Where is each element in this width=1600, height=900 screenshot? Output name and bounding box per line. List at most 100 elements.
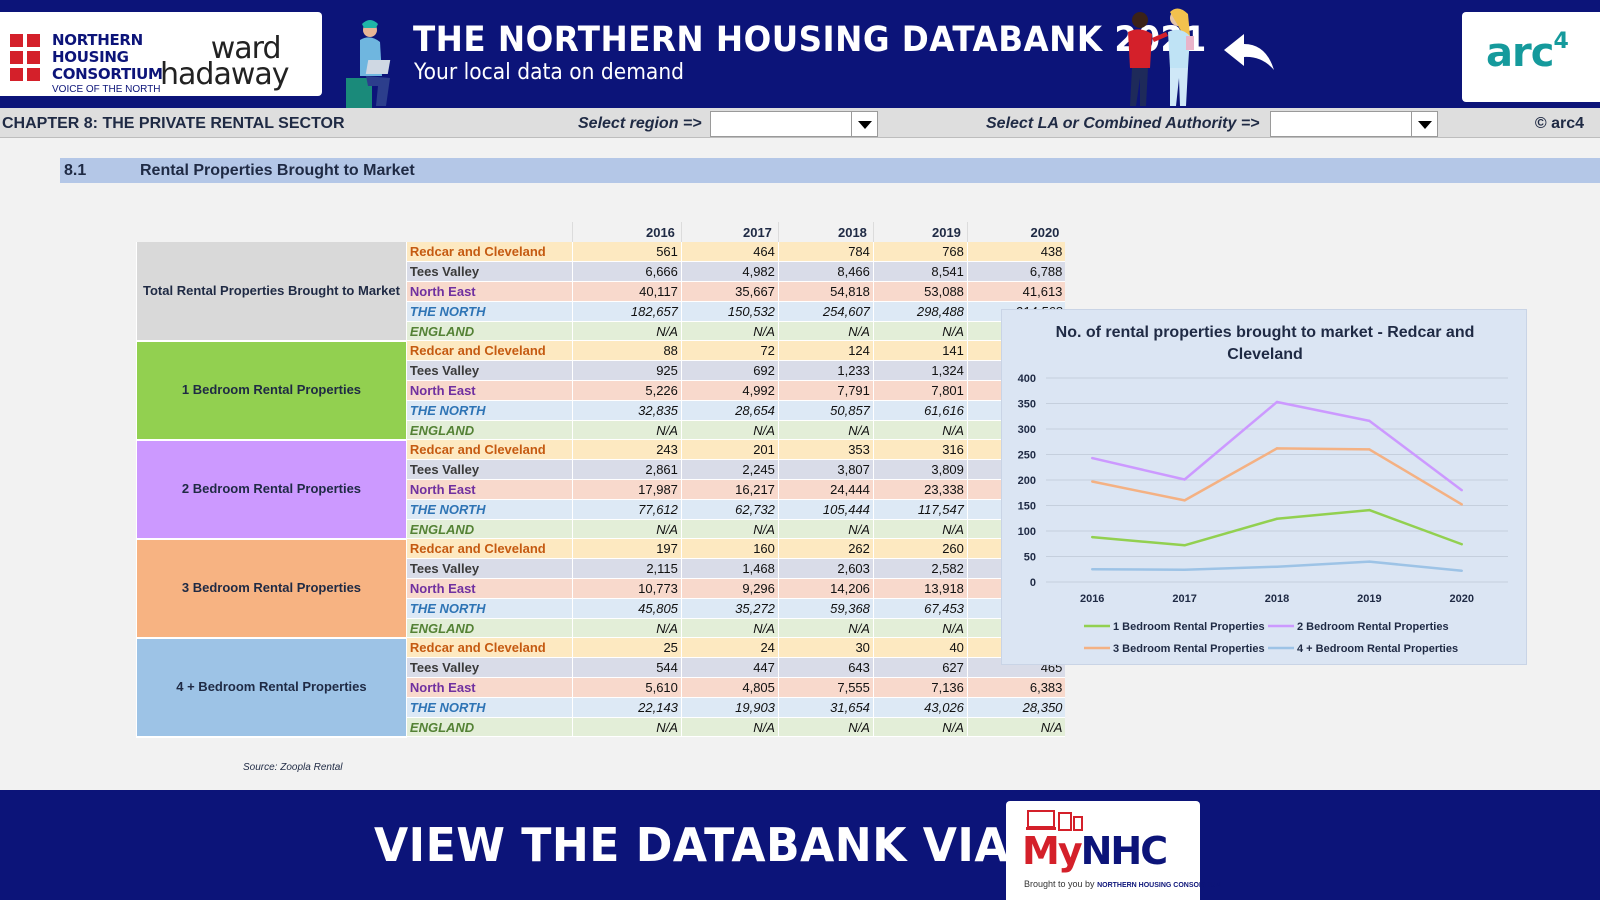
group-label: 4 + Bedroom Rental Properties bbox=[136, 637, 407, 738]
table-header-row: 2016 2017 2018 2019 2020 bbox=[137, 222, 1066, 242]
area-label: North East bbox=[405, 380, 573, 401]
banner-subtitle: Your local data on demand bbox=[414, 60, 685, 85]
person-at-laptop-illustration bbox=[346, 20, 391, 108]
two-people-talking-illustration bbox=[1128, 8, 1194, 106]
chart-title: No. of rental properties brought to mark… bbox=[1055, 324, 1475, 363]
year-header: 2016 bbox=[571, 222, 682, 242]
table-cell: N/A bbox=[777, 717, 874, 738]
table-cell: 254,607 bbox=[777, 301, 874, 322]
table-cell: 1,233 bbox=[777, 360, 874, 382]
data-point bbox=[1368, 419, 1371, 423]
chevron-down-icon[interactable] bbox=[851, 112, 877, 136]
legend-label: 1 Bedroom Rental Properties bbox=[1113, 621, 1265, 633]
table-cell: N/A bbox=[872, 717, 968, 738]
area-label: Redcar and Cleveland bbox=[405, 538, 573, 560]
table-cell: 30 bbox=[777, 637, 874, 659]
table-cell: 7,801 bbox=[872, 380, 968, 401]
region-select[interactable] bbox=[710, 111, 878, 137]
area-label: ENGLAND bbox=[405, 519, 573, 540]
group-label: Total Rental Properties Brought to Marke… bbox=[136, 242, 407, 342]
legend-label: 2 Bedroom Rental Properties bbox=[1297, 621, 1449, 633]
table-cell: N/A bbox=[680, 420, 779, 441]
area-label: Redcar and Cleveland bbox=[405, 439, 573, 461]
y-tick-label: 0 bbox=[1030, 577, 1036, 589]
back-arrow-icon[interactable] bbox=[1220, 30, 1278, 76]
table-cell: 45,805 bbox=[571, 598, 682, 619]
table-cell: N/A bbox=[777, 519, 874, 540]
table-cell: N/A bbox=[966, 717, 1066, 738]
data-point bbox=[1183, 544, 1186, 547]
series-line bbox=[1091, 447, 1463, 506]
table-cell: 2,861 bbox=[571, 459, 682, 481]
table-cell: 28,350 bbox=[966, 697, 1066, 718]
y-tick-label: 300 bbox=[1018, 424, 1036, 436]
table-cell: 353 bbox=[777, 439, 874, 461]
table-cell: 4,992 bbox=[680, 380, 779, 401]
area-label: THE NORTH bbox=[405, 400, 573, 421]
region-select-label: Select region => bbox=[578, 115, 702, 132]
banner-title: THE NORTHERN HOUSING DATABANK 2021 bbox=[413, 20, 1207, 60]
x-tick-label: 2017 bbox=[1172, 593, 1196, 605]
table-cell: 8,541 bbox=[872, 261, 968, 283]
group-label: 2 Bedroom Rental Properties bbox=[136, 439, 407, 540]
section-title: Rental Properties Brought to Market bbox=[140, 162, 415, 179]
table-cell: 28,654 bbox=[680, 400, 779, 421]
table-cell: 150,532 bbox=[680, 301, 779, 322]
table-cell: N/A bbox=[777, 420, 874, 441]
table-cell: 67,453 bbox=[872, 598, 968, 619]
table-cell: 464 bbox=[680, 242, 779, 263]
la-select[interactable] bbox=[1270, 111, 1438, 137]
table-cell: 24,444 bbox=[777, 479, 874, 500]
area-label: North East bbox=[405, 479, 573, 500]
table-cell: N/A bbox=[571, 420, 682, 441]
x-tick-label: 2016 bbox=[1080, 593, 1104, 605]
table-cell: N/A bbox=[680, 717, 779, 738]
data-point bbox=[1091, 568, 1094, 571]
table-cell: 23,338 bbox=[872, 479, 968, 500]
table-cell: 105,444 bbox=[777, 499, 874, 520]
y-tick-label: 150 bbox=[1018, 501, 1036, 513]
area-label: Tees Valley bbox=[405, 459, 573, 481]
area-label: Redcar and Cleveland bbox=[405, 340, 573, 362]
table-corner bbox=[406, 222, 572, 242]
area-label: ENGLAND bbox=[405, 618, 573, 639]
table-cell: 1,468 bbox=[680, 558, 779, 580]
table-cell: N/A bbox=[872, 321, 968, 342]
table-cell: 2,115 bbox=[571, 558, 682, 580]
series-line bbox=[1092, 508, 1463, 547]
data-point bbox=[1091, 456, 1094, 460]
table-cell: 61,616 bbox=[872, 400, 968, 421]
area-label: THE NORTH bbox=[405, 697, 573, 718]
table-cell: 10,773 bbox=[571, 578, 682, 599]
y-tick-label: 100 bbox=[1018, 526, 1036, 538]
table-cell: 117,547 bbox=[872, 499, 968, 520]
table-cell: 182,657 bbox=[571, 301, 682, 322]
table-cell: 260 bbox=[872, 538, 968, 560]
data-point bbox=[1275, 447, 1279, 450]
table-cell: 160 bbox=[680, 538, 779, 560]
data-point bbox=[1275, 517, 1279, 520]
table-cell: 8,466 bbox=[777, 261, 874, 283]
devices-icon bbox=[1026, 810, 1083, 831]
table-cell: 24 bbox=[680, 637, 779, 659]
partner-logos: NORTHERN HOUSING CONSORTIUM VOICE OF THE… bbox=[0, 12, 322, 96]
table-cell: N/A bbox=[571, 519, 682, 540]
table-cell: 1,324 bbox=[872, 360, 968, 382]
chevron-down-icon[interactable] bbox=[1411, 112, 1437, 136]
table-cell: 925 bbox=[571, 360, 682, 382]
footer-cta-text: VIEW THE DATABANK VIA bbox=[374, 818, 1010, 872]
y-tick-label: 50 bbox=[1024, 552, 1036, 564]
year-header: 2020 bbox=[966, 222, 1066, 242]
legend-label: 3 Bedroom Rental Properties bbox=[1113, 643, 1265, 655]
section-number: 8.1 bbox=[64, 162, 87, 179]
mynhc-link[interactable]: MyNHC Brought to you by NORTHERN HOUSING… bbox=[1006, 801, 1221, 900]
chart-canvas: 0 50 100 150 200 250 300 350 400 2016 2017 2018 2019… bbox=[1018, 373, 1508, 655]
table-cell: 243 bbox=[571, 439, 682, 461]
table-row: North East 5,610 4,805 7,555 7,136 6,383 bbox=[137, 677, 1066, 698]
table-cell: 2,603 bbox=[777, 558, 874, 580]
table-cell: 784 bbox=[777, 242, 874, 263]
data-point bbox=[1368, 508, 1371, 512]
group-label: 1 Bedroom Rental Properties bbox=[136, 340, 407, 441]
rental-properties-table: 2016 2017 2018 2019 2020 Total Rental Pr… bbox=[136, 222, 1066, 738]
table-cell: 316 bbox=[872, 439, 968, 461]
